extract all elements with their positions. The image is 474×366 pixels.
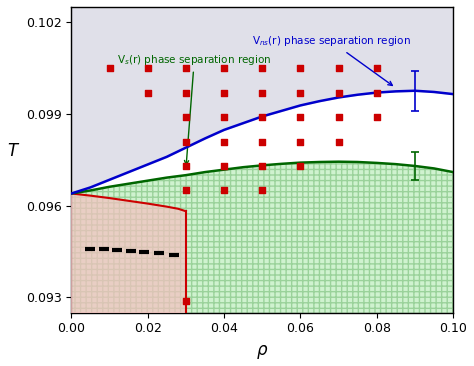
X-axis label: ρ: ρ <box>257 341 267 359</box>
Point <box>258 139 266 145</box>
Point <box>182 114 190 120</box>
Point <box>297 114 304 120</box>
Point <box>182 298 190 303</box>
Point <box>373 90 381 96</box>
Point <box>297 65 304 71</box>
Point <box>220 114 228 120</box>
Polygon shape <box>72 194 186 313</box>
Point <box>258 90 266 96</box>
Point <box>140 249 148 255</box>
Point <box>113 247 121 253</box>
Point <box>335 65 342 71</box>
Text: V$_{ns}$(r) phase separation region: V$_{ns}$(r) phase separation region <box>252 34 410 85</box>
Point <box>106 65 113 71</box>
Point <box>220 139 228 145</box>
Point <box>297 163 304 169</box>
Point <box>220 163 228 169</box>
Point <box>144 90 152 96</box>
Point <box>220 65 228 71</box>
Point <box>258 114 266 120</box>
Point <box>182 139 190 145</box>
Point <box>373 65 381 71</box>
Point <box>144 65 152 71</box>
Point <box>220 187 228 193</box>
Point <box>335 90 342 96</box>
Point <box>100 246 108 251</box>
Point <box>258 163 266 169</box>
Point <box>182 90 190 96</box>
Point <box>297 90 304 96</box>
Point <box>127 248 134 254</box>
Point <box>373 114 381 120</box>
Point <box>171 252 178 258</box>
Point <box>335 139 342 145</box>
Point <box>335 114 342 120</box>
Point <box>297 139 304 145</box>
Point <box>182 187 190 193</box>
Point <box>87 246 94 251</box>
Point <box>182 163 190 169</box>
Point <box>258 187 266 193</box>
Point <box>155 250 163 256</box>
Text: V$_s$(r) phase separation region: V$_s$(r) phase separation region <box>117 53 272 165</box>
Point <box>220 90 228 96</box>
Point <box>182 65 190 71</box>
Y-axis label: T: T <box>7 142 17 160</box>
Point <box>258 65 266 71</box>
